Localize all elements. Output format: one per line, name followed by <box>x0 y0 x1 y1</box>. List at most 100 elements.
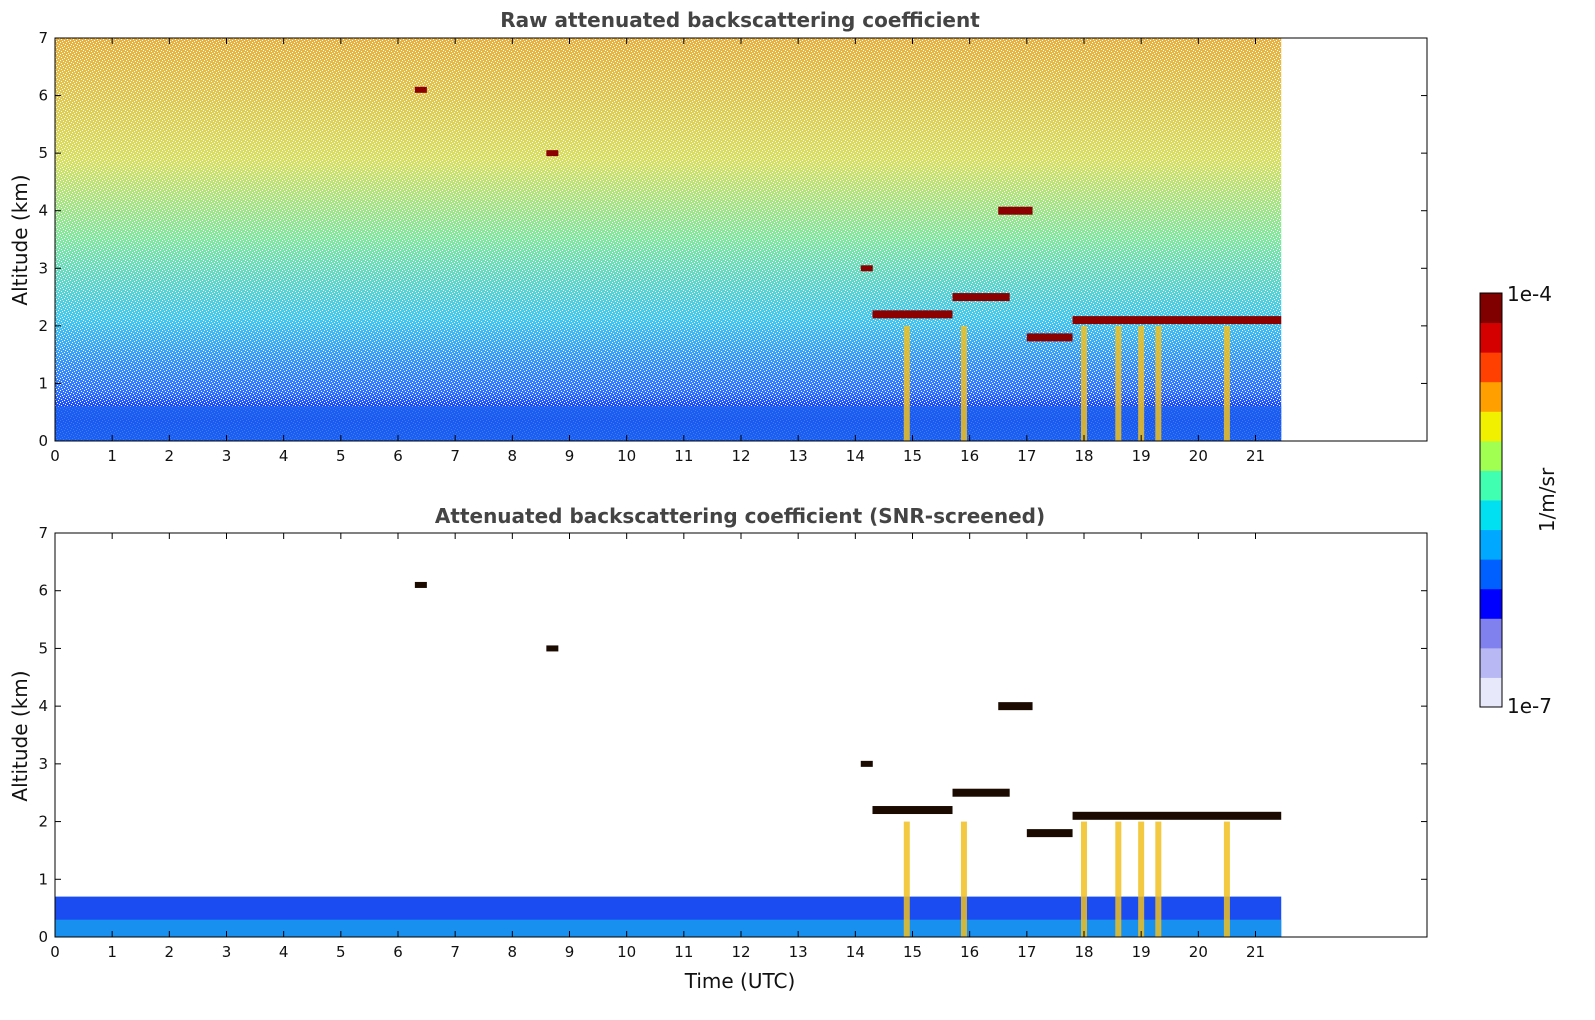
x-tick-label: 20 <box>1189 447 1208 465</box>
colorbar-min-label: 1e-7 <box>1507 694 1552 718</box>
colorbar-swatch <box>1480 529 1502 560</box>
precipitation-shaft <box>1155 821 1162 937</box>
y-tick-label: 2 <box>38 317 48 335</box>
y-tick-label: 3 <box>38 755 48 773</box>
x-tick-label: 21 <box>1246 943 1265 961</box>
axis-ticks: 0 1 2 3 4 5 6 7 8 9 10 11 12 13 14 15 16 17 18 19 20 21012345… <box>38 524 1427 961</box>
cloud-layer <box>998 206 1033 215</box>
noise-overlay <box>55 38 1282 441</box>
x-tick-label: 17 <box>1017 943 1036 961</box>
x-tick-label: 17 <box>1017 447 1036 465</box>
y-tick-label: 7 <box>38 29 48 47</box>
cloud-layer <box>1072 316 1282 325</box>
colorbar-swatch <box>1480 559 1502 590</box>
isolated-feature <box>414 86 427 93</box>
colorbar-unit-label: 1/m/sr <box>1535 467 1559 532</box>
colorbar-swatch <box>1480 588 1502 619</box>
x-tick-label: 12 <box>731 447 750 465</box>
y-tick-label: 4 <box>38 697 48 715</box>
precipitation-shaft <box>1155 325 1162 441</box>
x-tick-label: 4 <box>279 447 289 465</box>
x-tick-label: 1 <box>107 943 117 961</box>
isolated-feature <box>860 265 873 272</box>
y-tick-label: 4 <box>38 202 48 220</box>
colorbar-swatch <box>1480 618 1502 649</box>
y-tick-label: 7 <box>38 524 48 542</box>
y-tick-label: 0 <box>38 928 48 946</box>
x-tick-label: 6 <box>393 447 403 465</box>
colorbar-swatch <box>1480 500 1502 531</box>
colorbar-swatch <box>1480 677 1502 708</box>
x-tick-label: 2 <box>165 447 175 465</box>
precipitation-shaft <box>1081 325 1087 441</box>
colorbar-swatch <box>1480 293 1502 324</box>
y-tick-label: 6 <box>38 582 48 600</box>
heatmap-area <box>55 38 1282 441</box>
x-tick-label: 7 <box>450 447 460 465</box>
x-tick-label: 1 <box>107 447 117 465</box>
x-tick-label: 15 <box>903 447 922 465</box>
y-axis-label: Altitude (km) <box>8 670 32 801</box>
cloud-layer <box>1026 333 1073 342</box>
x-tick-label: 13 <box>789 447 808 465</box>
colorbar-swatch <box>1480 411 1502 442</box>
x-tick-label: 9 <box>565 943 575 961</box>
x-tick-label: 2 <box>165 943 175 961</box>
y-tick-label: 2 <box>38 813 48 831</box>
panel-title: Raw attenuated backscattering coefficien… <box>500 8 980 32</box>
x-tick-label: 8 <box>508 447 518 465</box>
x-tick-label: 10 <box>617 943 636 961</box>
boundary-layer <box>55 406 1282 441</box>
precipitation-shaft <box>1138 325 1145 441</box>
precipitation-shaft <box>960 821 967 937</box>
cloud-layer <box>1072 811 1282 820</box>
x-tick-label: 6 <box>393 943 403 961</box>
colorbar-swatch <box>1480 440 1502 471</box>
colorbar-frame <box>1479 292 1503 708</box>
colorbar-max-label: 1e-4 <box>1507 282 1552 306</box>
x-tick-label: 18 <box>1074 447 1093 465</box>
colorbar-swatch <box>1480 647 1502 678</box>
precipitation-shaft <box>1223 821 1230 937</box>
precipitation-shaft <box>1115 821 1122 937</box>
raw-backscatter-panel: Raw attenuated backscattering coefficien… <box>8 8 1428 465</box>
y-tick-label: 1 <box>38 870 48 888</box>
cloud-layer <box>952 293 1010 302</box>
isolated-feature <box>546 150 559 157</box>
precipitation-shaft <box>1081 821 1087 937</box>
x-tick-label: 5 <box>336 943 346 961</box>
colorbar-swatch <box>1480 381 1502 412</box>
y-tick-label: 6 <box>38 87 48 105</box>
x-tick-label: 13 <box>789 943 808 961</box>
y-tick-label: 5 <box>38 639 48 657</box>
cloud-layer <box>1026 829 1073 838</box>
x-tick-label: 14 <box>846 943 865 961</box>
x-tick-label: 19 <box>1132 447 1151 465</box>
x-tick-label: 8 <box>508 943 518 961</box>
x-tick-label: 9 <box>565 447 575 465</box>
precipitation-shaft <box>960 325 967 441</box>
colorbar-swatch <box>1480 470 1502 501</box>
x-tick-label: 18 <box>1074 943 1093 961</box>
isolated-feature <box>860 760 873 767</box>
precipitation-shaft <box>903 325 910 441</box>
precipitation-shaft <box>1223 325 1230 441</box>
panel-title: Attenuated backscattering coefficient (S… <box>435 504 1045 528</box>
colorbar-gradient <box>1480 293 1502 708</box>
precipitation-shaft <box>903 821 910 937</box>
colorbar-swatch <box>1480 352 1502 383</box>
y-tick-label: 0 <box>38 432 48 450</box>
heatmap-area <box>55 581 1282 937</box>
precipitation-shaft <box>1138 821 1145 937</box>
x-tick-label: 12 <box>731 943 750 961</box>
x-tick-label: 0 <box>50 943 60 961</box>
x-tick-label: 16 <box>960 943 979 961</box>
precipitation-shaft <box>1115 325 1122 441</box>
y-tick-label: 3 <box>38 259 48 277</box>
cloud-layer <box>872 310 953 319</box>
x-tick-label: 15 <box>903 943 922 961</box>
x-tick-label: 20 <box>1189 943 1208 961</box>
x-tick-label: 16 <box>960 447 979 465</box>
isolated-feature <box>546 645 559 652</box>
